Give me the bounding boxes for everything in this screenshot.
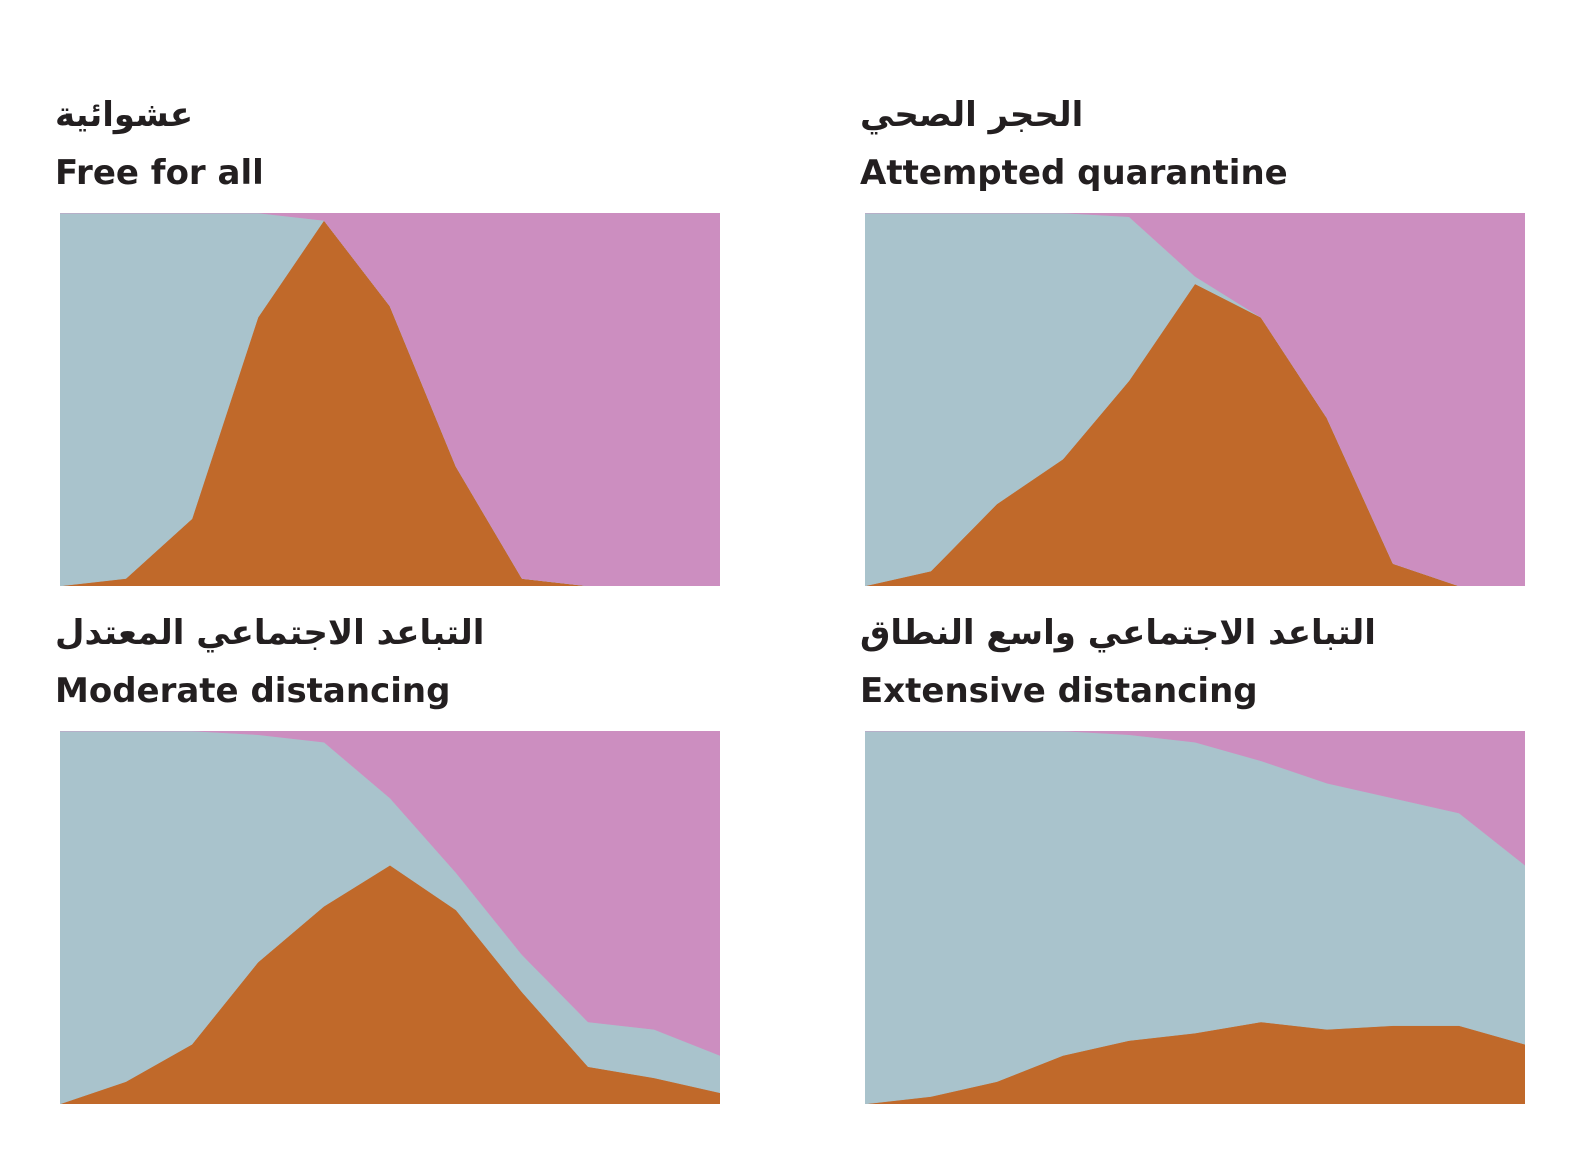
chart-title-arabic: الحجر الصحي xyxy=(860,95,1084,135)
stacked-area-chart xyxy=(865,731,1525,1104)
stacked-area-chart xyxy=(60,731,720,1104)
chart-title-arabic: عشوائية xyxy=(55,95,194,135)
chart-title-english: Extensive distancing xyxy=(860,671,1258,711)
chart-title-english: Attempted quarantine xyxy=(860,153,1288,193)
chart-title-english: Moderate distancing xyxy=(55,671,451,711)
stacked-area-chart xyxy=(865,213,1525,586)
area-recovered xyxy=(865,731,1525,866)
area-recovered xyxy=(60,213,720,586)
stacked-area-chart xyxy=(60,213,720,586)
chart-title-english: Free for all xyxy=(55,153,264,193)
chart-title-arabic: التباعد الاجتماعي المعتدل xyxy=(55,613,485,653)
area-recovered xyxy=(60,731,720,1056)
area-recovered xyxy=(865,213,1525,586)
chart-title-arabic: التباعد الاجتماعي واسع النطاق xyxy=(860,613,1376,653)
